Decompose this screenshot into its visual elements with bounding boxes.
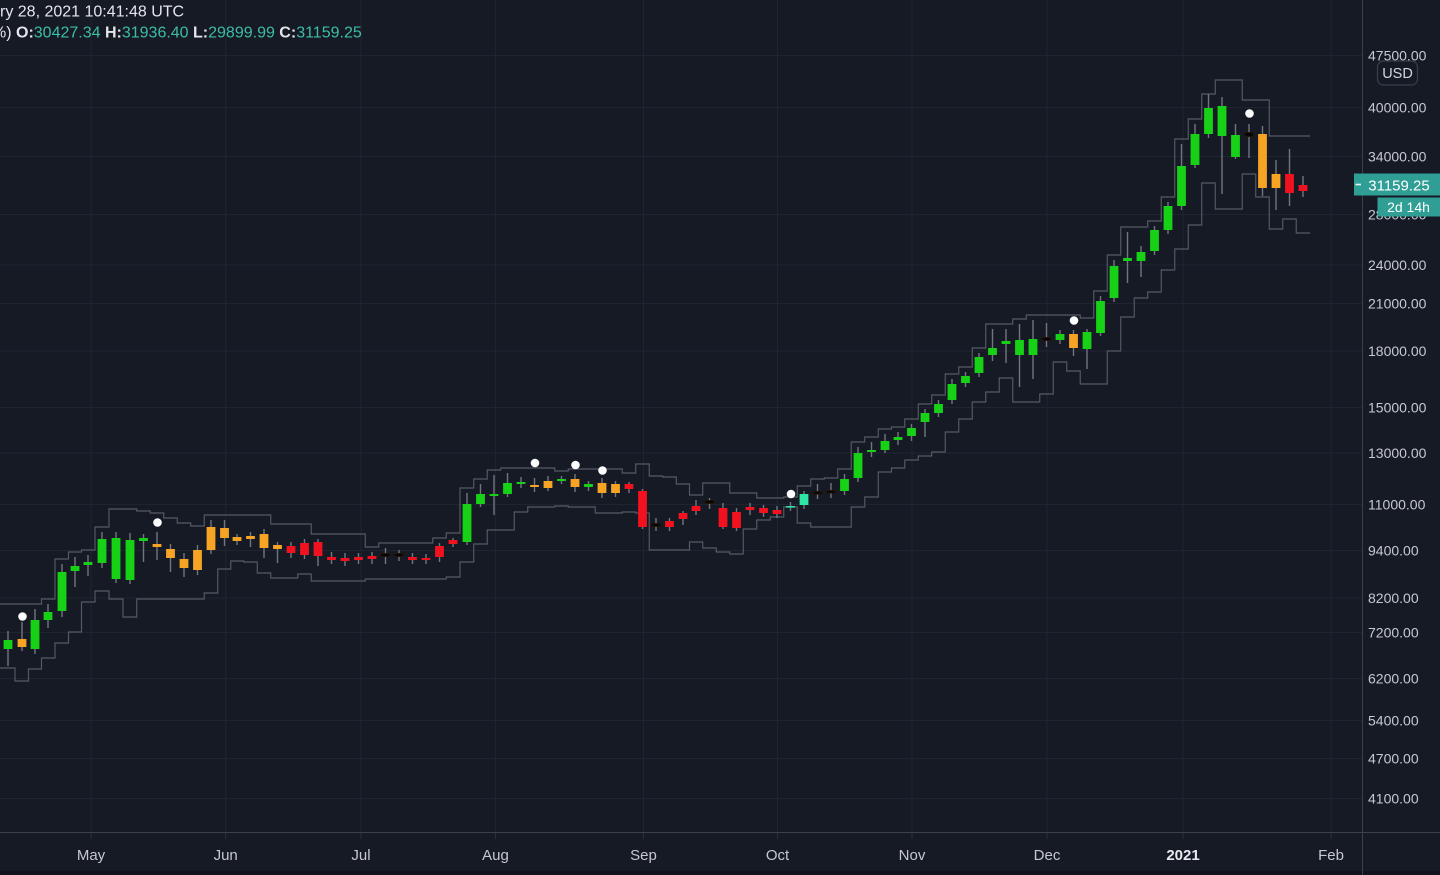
- svg-text:8200.00: 8200.00: [1368, 590, 1419, 606]
- svg-text:ry 28, 2021 10:41:48 UTC: ry 28, 2021 10:41:48 UTC: [0, 4, 184, 21]
- svg-text:Feb: Feb: [1318, 847, 1344, 864]
- svg-text:Nov: Nov: [899, 847, 926, 864]
- svg-text:21000.00: 21000.00: [1368, 296, 1427, 312]
- svg-text:2021: 2021: [1166, 847, 1199, 864]
- svg-text:7200.00: 7200.00: [1368, 625, 1419, 641]
- svg-text:34000.00: 34000.00: [1368, 149, 1427, 165]
- svg-text:Jul: Jul: [351, 847, 370, 864]
- svg-text:4700.00: 4700.00: [1368, 751, 1419, 767]
- svg-text:4100.00: 4100.00: [1368, 791, 1419, 807]
- svg-text:13000.00: 13000.00: [1368, 445, 1427, 461]
- svg-text:5400.00: 5400.00: [1368, 713, 1419, 729]
- svg-text:2d 14h: 2d 14h: [1387, 199, 1430, 215]
- svg-text:USD: USD: [1382, 66, 1413, 82]
- svg-text:Dec: Dec: [1034, 847, 1061, 864]
- svg-text:15000.00: 15000.00: [1368, 400, 1427, 416]
- svg-text:%) O:30427.34 H:31936.40 L:298: %) O:30427.34 H:31936.40 L:29899.99 C:31…: [0, 25, 362, 42]
- svg-text:24000.00: 24000.00: [1368, 257, 1427, 273]
- svg-text:11000.00: 11000.00: [1368, 497, 1426, 513]
- svg-text:6200.00: 6200.00: [1368, 671, 1419, 687]
- svg-text:Jun: Jun: [214, 847, 238, 864]
- svg-text:31159.25: 31159.25: [1368, 178, 1429, 195]
- svg-text:Sep: Sep: [630, 847, 657, 864]
- svg-text:Oct: Oct: [766, 847, 790, 864]
- svg-text:May: May: [77, 847, 106, 864]
- svg-text:Aug: Aug: [482, 847, 509, 864]
- svg-text:9400.00: 9400.00: [1368, 543, 1419, 559]
- svg-text:18000.00: 18000.00: [1368, 343, 1427, 359]
- svg-text:40000.00: 40000.00: [1368, 100, 1427, 116]
- svg-text:47500.00: 47500.00: [1368, 48, 1427, 64]
